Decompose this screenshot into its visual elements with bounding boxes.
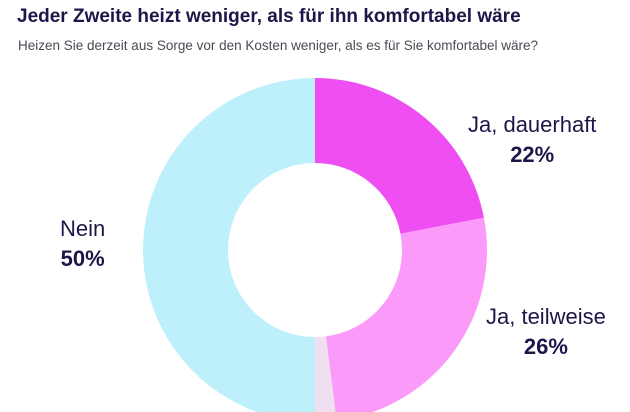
slice-label-nein: Nein 50% (60, 214, 105, 274)
slice-nein (143, 78, 315, 412)
slice-ja-dauerhaft (315, 78, 484, 234)
slice-label-ja-dauerhaft: Ja, dauerhaft 22% (468, 110, 596, 170)
slice-name: Nein (60, 216, 106, 241)
slice-name: Ja, dauerhaft (468, 112, 597, 137)
slice-ja-teilweise (325, 217, 487, 412)
chart-title: Jeder Zweite heizt weniger, als für ihn … (17, 6, 521, 27)
slice-name: Ja, teilweise (486, 304, 606, 329)
slice-percent: 50% (60, 246, 105, 271)
slice-label-ja-teilweise: Ja, teilweise 26% (486, 302, 606, 362)
slice-percent: 22% (510, 142, 555, 167)
slice-other (315, 336, 336, 412)
chart-subtitle: Heizen Sie derzeit aus Sorge vor den Kos… (18, 38, 539, 53)
slice-percent: 26% (523, 334, 568, 359)
